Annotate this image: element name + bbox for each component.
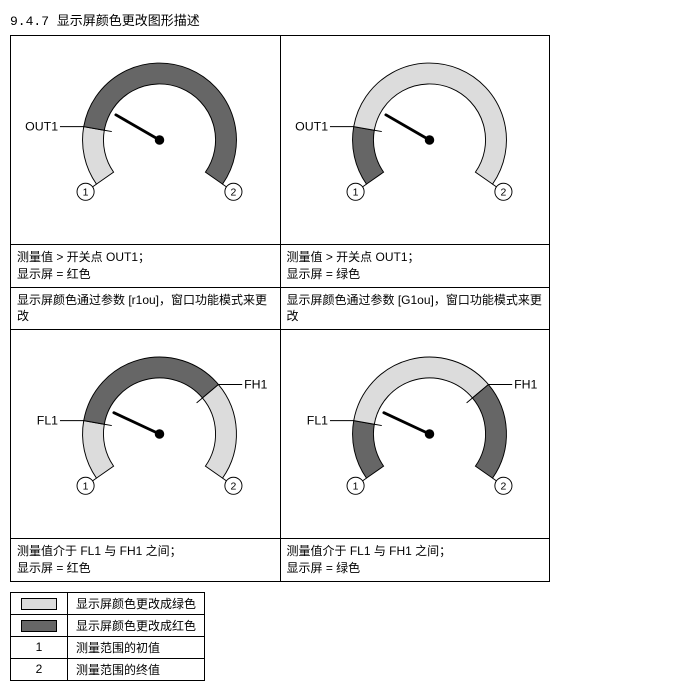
param-text: 显示屏颜色通过参数 [G1ou]，窗口功能模式来更改 [287,293,542,324]
svg-text:OUT1: OUT1 [295,119,328,133]
param-left: 显示屏颜色通过参数 [r1ou]，窗口功能模式来更改 [11,287,281,330]
svg-text:FH1: FH1 [244,378,267,392]
caption-line: 测量值介于 FL1 与 FH1 之间； [287,544,452,558]
caption-line: 显示屏 = 红色 [17,561,91,575]
legend-text: 测量范围的终值 [68,658,205,680]
caption-line: 显示屏 = 绿色 [287,267,361,281]
gauge-bot-right: 1 2 FL1 FH1 [287,334,544,534]
gauge-top-right-cell: 1 2 OUT1 [280,36,550,245]
legend-row: 显示屏颜色更改成红色 [11,614,205,636]
svg-text:1: 1 [83,482,89,493]
caption-line: 测量值 > 开关点 OUT1； [287,250,420,264]
svg-text:2: 2 [500,188,506,199]
legend-num: 2 [11,658,68,680]
legend-row: 2 测量范围的终值 [11,658,205,680]
svg-text:1: 1 [352,482,358,493]
caption-top-left: 测量值 > 开关点 OUT1； 显示屏 = 红色 [11,245,281,288]
caption-bot-left: 测量值介于 FL1 与 FH1 之间； 显示屏 = 红色 [11,539,281,582]
legend-row: 显示屏颜色更改成绿色 [11,592,205,614]
legend-table: 显示屏颜色更改成绿色 显示屏颜色更改成红色 1 测量范围的初值 2 测量范围的终… [10,592,205,681]
svg-text:OUT1: OUT1 [25,119,58,133]
legend-text: 测量范围的初值 [68,636,205,658]
svg-text:2: 2 [231,482,237,493]
swatch-icon [21,620,57,632]
param-right: 显示屏颜色通过参数 [G1ou]，窗口功能模式来更改 [280,287,550,330]
caption-bot-right: 测量值介于 FL1 与 FH1 之间； 显示屏 = 绿色 [280,539,550,582]
caption-line: 显示屏 = 绿色 [287,561,361,575]
legend-num: 1 [11,636,68,658]
legend-swatch-light [11,592,68,614]
svg-text:FL1: FL1 [37,414,58,428]
gauge-top-left-cell: 1 2 OUT1 [11,36,281,245]
svg-text:FL1: FL1 [306,414,327,428]
gauge-top-right: 1 2 OUT1 [287,40,544,240]
gauge-top-left: 1 2 OUT1 [17,40,274,240]
legend-swatch-dark [11,614,68,636]
param-text: 显示屏颜色通过参数 [r1ou]，窗口功能模式来更改 [17,293,267,324]
caption-line: 测量值介于 FL1 与 FH1 之间； [17,544,182,558]
gauge-bot-left: 1 2 FL1 FH1 [17,334,274,534]
section-heading: 9.4.7 显示屏颜色更改图形描述 [10,10,664,29]
svg-text:1: 1 [83,188,89,199]
svg-text:2: 2 [500,482,506,493]
svg-text:FH1: FH1 [514,378,537,392]
legend-row: 1 测量范围的初值 [11,636,205,658]
caption-top-right: 测量值 > 开关点 OUT1； 显示屏 = 绿色 [280,245,550,288]
legend-text: 显示屏颜色更改成红色 [68,614,205,636]
gauge-bot-left-cell: 1 2 FL1 FH1 [11,330,281,539]
svg-text:2: 2 [231,188,237,199]
svg-text:1: 1 [352,188,358,199]
caption-line: 测量值 > 开关点 OUT1； [17,250,150,264]
swatch-icon [21,598,57,610]
gauge-table: 1 2 OUT1 1 2 OUT1 测量值 > 开关点 OUT1； 显示屏 = 红色 测… [10,35,550,582]
legend-text: 显示屏颜色更改成绿色 [68,592,205,614]
caption-line: 显示屏 = 红色 [17,267,91,281]
gauge-bot-right-cell: 1 2 FL1 FH1 [280,330,550,539]
